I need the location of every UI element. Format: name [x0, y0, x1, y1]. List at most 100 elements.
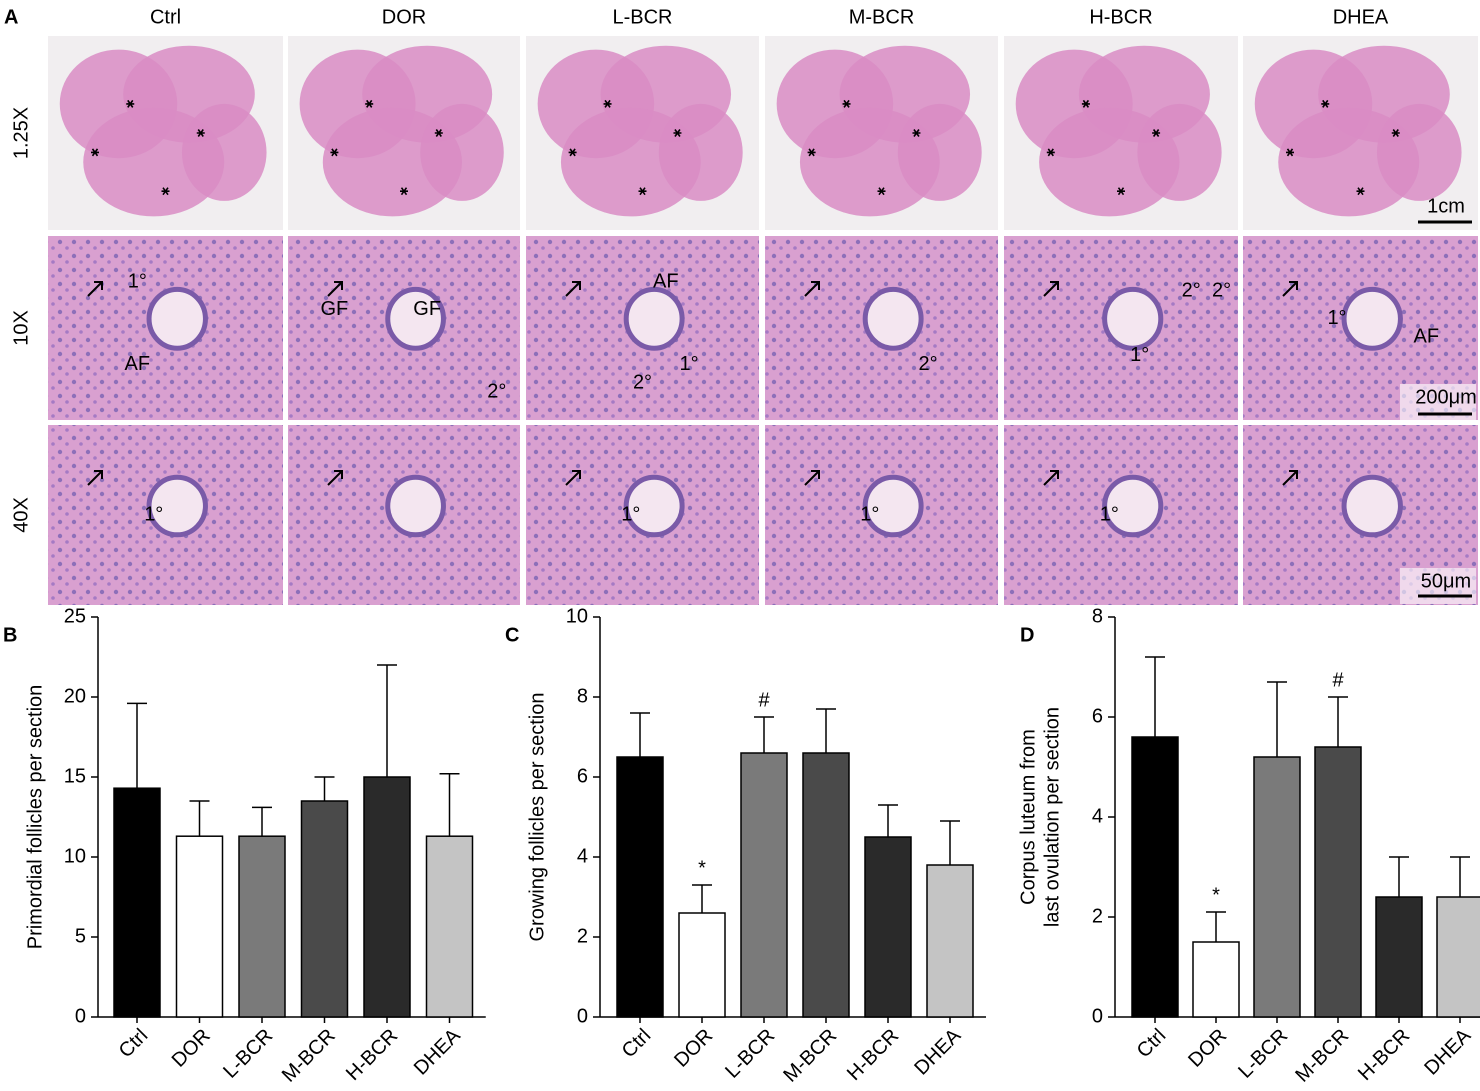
follicle-label: 2° — [633, 371, 652, 393]
arrow — [565, 470, 581, 486]
bar — [113, 787, 161, 1018]
ovary-section — [897, 103, 982, 201]
x-tick-label: Ctrl — [115, 1025, 153, 1063]
bar — [1192, 941, 1240, 1018]
follicle — [146, 474, 208, 538]
asterisk — [1152, 129, 1161, 137]
arrow — [804, 470, 820, 486]
x-tick-label: L-BCR — [721, 1025, 779, 1083]
arrow — [565, 281, 581, 297]
asterisk — [1391, 129, 1400, 137]
y-tick-label: 0 — [1092, 1005, 1103, 1027]
x-tick-label: DOR — [1184, 1025, 1231, 1072]
significance-marker: * — [1212, 884, 1220, 906]
follicle — [1102, 286, 1164, 351]
follicle — [862, 474, 924, 538]
bar — [1314, 746, 1362, 1018]
follicle — [623, 474, 685, 538]
column-label: M-BCR — [849, 6, 915, 28]
bar — [616, 756, 664, 1018]
x-tick-label: L-BCR — [1234, 1025, 1292, 1083]
follicle-label: GF — [321, 298, 349, 320]
arrow — [327, 281, 343, 297]
follicle-label: 2° — [1212, 279, 1231, 301]
follicle-label: 2° — [919, 353, 938, 375]
scale-bar-label: 1cm — [1427, 195, 1465, 217]
arrow — [1043, 470, 1059, 486]
asterisk — [568, 148, 577, 157]
bar — [678, 912, 726, 1018]
asterisk — [807, 148, 816, 157]
bar — [926, 864, 974, 1018]
asterisk — [842, 99, 851, 108]
arrow — [804, 281, 820, 297]
significance-marker: # — [758, 689, 770, 711]
y-tick-label: 0 — [75, 1005, 86, 1027]
asterisk — [330, 148, 339, 157]
column-label: H-BCR — [1089, 6, 1152, 28]
ovary-section — [181, 103, 267, 201]
follicle-label: AF — [125, 353, 151, 375]
arrow — [327, 470, 343, 486]
bar — [363, 776, 411, 1018]
column-label: DOR — [382, 6, 426, 28]
follicle-label: 1° — [1327, 307, 1346, 329]
asterisk — [91, 148, 99, 157]
x-tick-label: DHEA — [910, 1024, 965, 1079]
follicle-label: GF — [413, 298, 441, 320]
arrow — [1282, 281, 1298, 297]
asterisk — [912, 129, 921, 137]
row-label: 40X — [10, 497, 32, 533]
follicle-label: 2° — [487, 381, 506, 403]
bar — [864, 836, 912, 1018]
follicle-label: AF — [1414, 325, 1440, 347]
row-label: 10X — [10, 310, 32, 346]
asterisk — [161, 187, 170, 196]
y-tick-label: 0 — [577, 1005, 588, 1027]
x-tick-label: M-BCR — [779, 1025, 841, 1087]
x-tick-label: Ctrl — [618, 1025, 656, 1063]
row-label: 1.25X — [10, 107, 32, 159]
follicle-label: AF — [653, 270, 679, 292]
x-tick-label: M-BCR — [278, 1025, 340, 1087]
scale-bar-label: 50μm — [1421, 570, 1471, 592]
x-tick-label: H-BCR — [1354, 1025, 1414, 1085]
follicle — [1341, 474, 1403, 538]
bar — [740, 752, 788, 1018]
panel-letter: A — [4, 6, 18, 28]
arrow — [1282, 470, 1298, 486]
follicle — [1102, 474, 1164, 538]
asterisk — [1081, 99, 1090, 108]
y-axis-label: Primordial follicles per section — [24, 685, 46, 950]
column-label: L-BCR — [612, 6, 672, 28]
bar — [1375, 896, 1423, 1018]
follicle-label: 1° — [1130, 344, 1149, 366]
asterisk — [365, 99, 374, 108]
x-tick-label: Ctrl — [1133, 1025, 1171, 1063]
y-tick-label: 8 — [1092, 605, 1103, 627]
y-tick-label: 4 — [1092, 805, 1103, 827]
ovary-section — [420, 103, 504, 201]
follicle-label: 2° — [1182, 279, 1201, 301]
x-tick-label: DOR — [168, 1025, 215, 1072]
y-axis-label: Growing follicles per section — [526, 693, 548, 942]
x-tick-label: DHEA — [1420, 1024, 1475, 1079]
follicle — [1341, 286, 1403, 351]
asterisk — [877, 187, 886, 196]
column-label: DHEA — [1333, 6, 1389, 28]
ovary-section — [1376, 103, 1462, 201]
asterisk — [1286, 148, 1294, 157]
asterisk — [638, 187, 647, 196]
bar — [300, 800, 349, 1018]
bar — [175, 835, 224, 1018]
follicle-label: 1° — [860, 503, 879, 525]
scale-bar-label: 200μm — [1415, 386, 1477, 408]
asterisk — [434, 129, 443, 137]
scale-bar-backdrop — [1400, 568, 1476, 604]
follicle-label: 1° — [144, 503, 163, 525]
asterisk — [603, 99, 612, 108]
panel-letter: D — [1020, 624, 1034, 646]
asterisk — [1321, 99, 1330, 108]
follicle — [146, 286, 208, 351]
